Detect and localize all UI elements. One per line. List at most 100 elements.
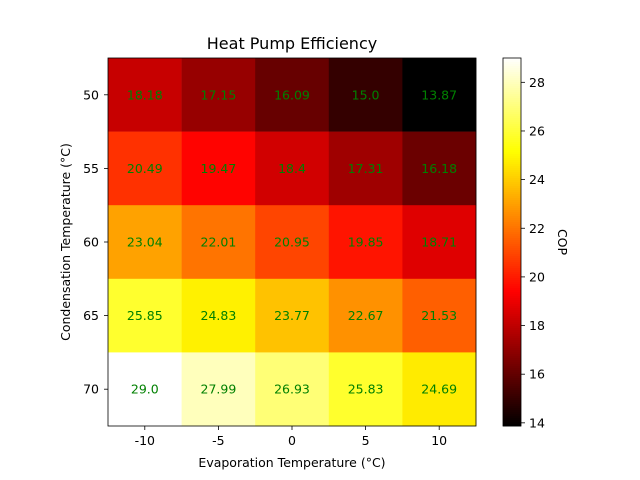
colorbar-step [503, 276, 521, 279]
colorbar-step [503, 74, 521, 77]
colorbar-step [503, 324, 521, 327]
cell-value-label: 23.04 [127, 235, 163, 250]
heatmap-cell [255, 278, 330, 353]
colorbar-step [503, 90, 521, 93]
colorbar-step [503, 170, 521, 173]
colorbar-tick-label: 20 [529, 269, 545, 284]
colorbar-step [503, 202, 521, 205]
colorbar-step [503, 288, 521, 291]
colorbar-step [503, 216, 521, 219]
colorbar-step [503, 258, 521, 261]
colorbar-step [503, 158, 521, 161]
colorbar-ticks: 14 16 18 20 22 24 26 28 [521, 75, 545, 430]
colorbar-step [503, 154, 521, 157]
colorbar-step [503, 390, 521, 393]
chart-title: Heat Pump Efficiency [207, 34, 377, 53]
colorbar-step [503, 416, 521, 419]
colorbar-step [503, 256, 521, 259]
colorbar-step [503, 156, 521, 159]
colorbar-step [503, 168, 521, 171]
colorbar-step [503, 372, 521, 375]
colorbar-step [503, 246, 521, 249]
colorbar-step [503, 264, 521, 267]
colorbar-step [503, 232, 521, 235]
y-tick-label: 50 [83, 87, 99, 102]
heatmap-cell [328, 58, 403, 132]
colorbar-step [503, 130, 521, 133]
colorbar-step [503, 374, 521, 377]
x-axis-label: Evaporation Temperature (°C) [198, 455, 385, 470]
colorbar-step [503, 380, 521, 383]
colorbar-tick-label: 26 [529, 123, 545, 138]
colorbar-step [503, 406, 521, 409]
colorbar-step [503, 368, 521, 371]
colorbar-step [503, 338, 521, 341]
colorbar-step [503, 118, 521, 121]
colorbar-step [503, 410, 521, 413]
cell-value-label: 19.85 [348, 235, 384, 250]
colorbar-step [503, 356, 521, 359]
colorbar-step [503, 188, 521, 191]
colorbar-step [503, 94, 521, 97]
colorbar-step [503, 128, 521, 131]
colorbar-step [503, 96, 521, 99]
colorbar-step [503, 148, 521, 151]
colorbar-step [503, 184, 521, 187]
x-tick-label: 10 [431, 433, 447, 448]
colorbar-step [503, 222, 521, 225]
colorbar-step [503, 296, 521, 299]
colorbar-step [503, 178, 521, 181]
colorbar-step [503, 366, 521, 369]
colorbar-step [503, 160, 521, 163]
colorbar-step [503, 274, 521, 277]
colorbar-step [503, 260, 521, 263]
cell-value-label: 16.18 [421, 161, 457, 176]
colorbar-step [503, 396, 521, 399]
colorbar-step [503, 354, 521, 357]
x-tick-label: -10 [135, 433, 155, 448]
heatmap-cell [108, 278, 182, 353]
colorbar-step [503, 228, 521, 231]
heatmap-cell [255, 205, 330, 280]
colorbar-step [503, 306, 521, 309]
colorbar-step [503, 70, 521, 73]
colorbar-step [503, 66, 521, 69]
colorbar-step [503, 110, 521, 113]
colorbar-tick-label: 14 [529, 415, 545, 430]
colorbar-step [503, 112, 521, 115]
colorbar-step [503, 150, 521, 153]
colorbar-step [503, 320, 521, 323]
cell-value-label: 18.71 [421, 235, 457, 250]
heatmap-cell [402, 205, 477, 280]
colorbar-step [503, 314, 521, 317]
cell-value-label: 25.85 [127, 308, 163, 323]
colorbar-step [503, 342, 521, 345]
colorbar-step [503, 292, 521, 295]
heatmap-cell [181, 131, 256, 206]
colorbar-step [503, 80, 521, 83]
colorbar-tick-label: 24 [529, 172, 545, 187]
colorbar-step [503, 394, 521, 397]
heatmap-cell [181, 205, 256, 280]
colorbar-step [503, 88, 521, 91]
colorbar-tick-label: 18 [529, 318, 545, 333]
heatmap-cell [108, 205, 182, 280]
colorbar-step [503, 424, 521, 427]
colorbar-step [503, 86, 521, 89]
colorbar-step [503, 304, 521, 307]
colorbar-step [503, 254, 521, 257]
heatmap-cell [328, 205, 403, 280]
colorbar-step [503, 136, 521, 139]
cell-value-label: 29.0 [131, 382, 159, 397]
colorbar-step [503, 132, 521, 135]
colorbar-step [503, 362, 521, 365]
colorbar: 14 16 18 20 22 24 26 28 COP [502, 57, 570, 430]
cell-value-label: 21.53 [421, 308, 457, 323]
colorbar-step [503, 72, 521, 75]
colorbar-step [503, 310, 521, 313]
colorbar-step [503, 352, 521, 355]
colorbar-tick-label: 16 [529, 367, 545, 382]
colorbar-step [503, 340, 521, 343]
colorbar-step [503, 402, 521, 405]
